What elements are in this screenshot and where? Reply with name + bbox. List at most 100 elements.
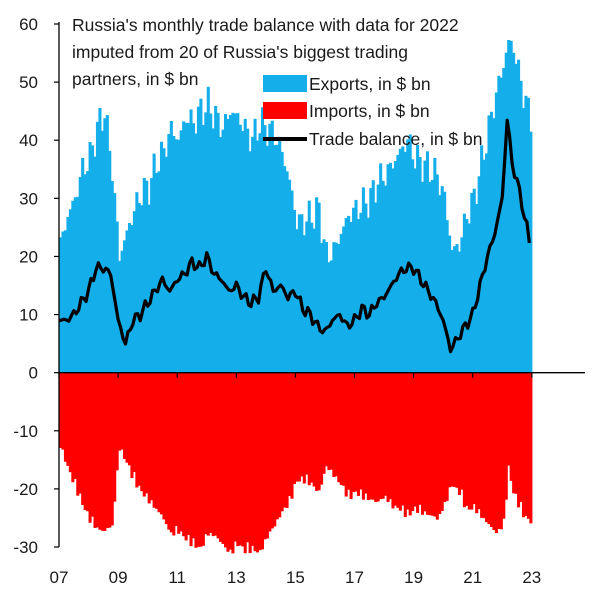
import-bar xyxy=(401,372,405,506)
export-bar xyxy=(529,131,533,373)
export-bar xyxy=(162,148,166,373)
export-bar xyxy=(457,251,461,373)
import-bar xyxy=(275,372,279,520)
import-bar xyxy=(396,372,400,508)
export-bar xyxy=(137,203,141,373)
export-bar xyxy=(332,242,336,373)
import-bar xyxy=(460,372,464,490)
import-bar xyxy=(408,372,412,516)
export-bar xyxy=(349,221,353,373)
import-bar xyxy=(297,372,301,482)
export-bar xyxy=(374,202,378,373)
export-bar xyxy=(334,242,338,373)
export-bar xyxy=(260,107,264,373)
export-bar xyxy=(462,213,466,373)
import-bar xyxy=(445,372,449,501)
export-bar xyxy=(433,157,437,373)
export-bar xyxy=(280,151,284,373)
import-bar xyxy=(369,372,373,500)
export-bar xyxy=(118,260,122,373)
import-bar xyxy=(179,372,183,532)
import-bar xyxy=(327,372,331,471)
export-bar xyxy=(408,134,412,373)
export-bar xyxy=(416,144,420,373)
export-bar xyxy=(519,80,523,373)
import-bar xyxy=(159,372,164,515)
import-bar xyxy=(329,372,333,470)
export-bar xyxy=(418,157,422,373)
export-bar xyxy=(320,242,324,373)
export-bar xyxy=(78,176,82,373)
import-bar xyxy=(189,372,193,547)
legend-label-exports: Exports, in $ bn xyxy=(309,74,431,94)
import-bar xyxy=(155,372,159,509)
export-bar xyxy=(115,221,119,373)
export-bar xyxy=(132,211,136,373)
import-bar xyxy=(411,372,415,512)
import-bar xyxy=(132,372,136,473)
export-bar xyxy=(142,177,146,373)
import-bar xyxy=(324,372,329,467)
import-bar xyxy=(448,372,452,488)
export-bar xyxy=(76,196,80,373)
export-bar xyxy=(248,151,252,373)
export-bar xyxy=(221,129,225,373)
export-bar xyxy=(191,123,196,373)
export-bar xyxy=(443,191,447,373)
import-bar xyxy=(524,372,528,516)
export-bar xyxy=(406,139,410,373)
export-bar xyxy=(103,118,107,373)
import-bar xyxy=(379,372,383,500)
trade-balance-line xyxy=(58,118,531,354)
export-bar xyxy=(379,163,383,373)
import-bar xyxy=(310,372,314,483)
x-tick-label: 07 xyxy=(50,568,69,587)
import-bar xyxy=(388,372,393,500)
import-bar xyxy=(152,372,156,508)
import-bar xyxy=(384,372,388,496)
export-bar xyxy=(329,260,333,373)
export-bar xyxy=(253,118,257,373)
export-bar xyxy=(430,180,434,373)
import-bar xyxy=(260,372,264,550)
import-bar xyxy=(199,372,203,547)
import-bar xyxy=(366,372,370,501)
export-bar xyxy=(386,164,390,373)
import-bar xyxy=(177,372,181,534)
import-bar xyxy=(440,372,444,511)
legend: Exports, in $ bn Imports, in $ bn Trade … xyxy=(263,74,483,149)
import-bar xyxy=(465,372,469,506)
import-bar xyxy=(339,372,343,485)
import-bar xyxy=(430,372,434,516)
import-bar xyxy=(71,372,75,483)
export-bar xyxy=(275,144,279,373)
import-bar xyxy=(517,372,521,508)
export-bar xyxy=(381,180,385,373)
import-bar xyxy=(413,372,417,507)
import-bar xyxy=(352,372,356,493)
import-bar xyxy=(472,372,476,505)
import-bar xyxy=(499,372,503,530)
export-bar xyxy=(150,178,154,373)
import-bar xyxy=(283,372,287,508)
export-bar xyxy=(270,120,274,373)
import-bar xyxy=(356,372,361,496)
import-bar xyxy=(393,372,397,506)
import-bar xyxy=(88,372,92,523)
import-bar xyxy=(507,372,511,466)
export-bar xyxy=(288,179,292,373)
export-bar xyxy=(492,118,496,373)
import-bar xyxy=(497,372,501,529)
import-bar xyxy=(214,372,218,536)
import-bar xyxy=(504,372,508,500)
export-bar xyxy=(512,52,516,373)
export-bar xyxy=(263,125,267,373)
export-bar xyxy=(448,235,452,373)
y-tick-label: 50 xyxy=(19,73,38,92)
y-tick-label: -20 xyxy=(13,480,38,499)
export-bar xyxy=(71,200,75,373)
export-bar xyxy=(472,188,476,373)
import-bar xyxy=(428,372,432,516)
export-bar xyxy=(317,202,321,373)
export-bar xyxy=(425,151,429,373)
